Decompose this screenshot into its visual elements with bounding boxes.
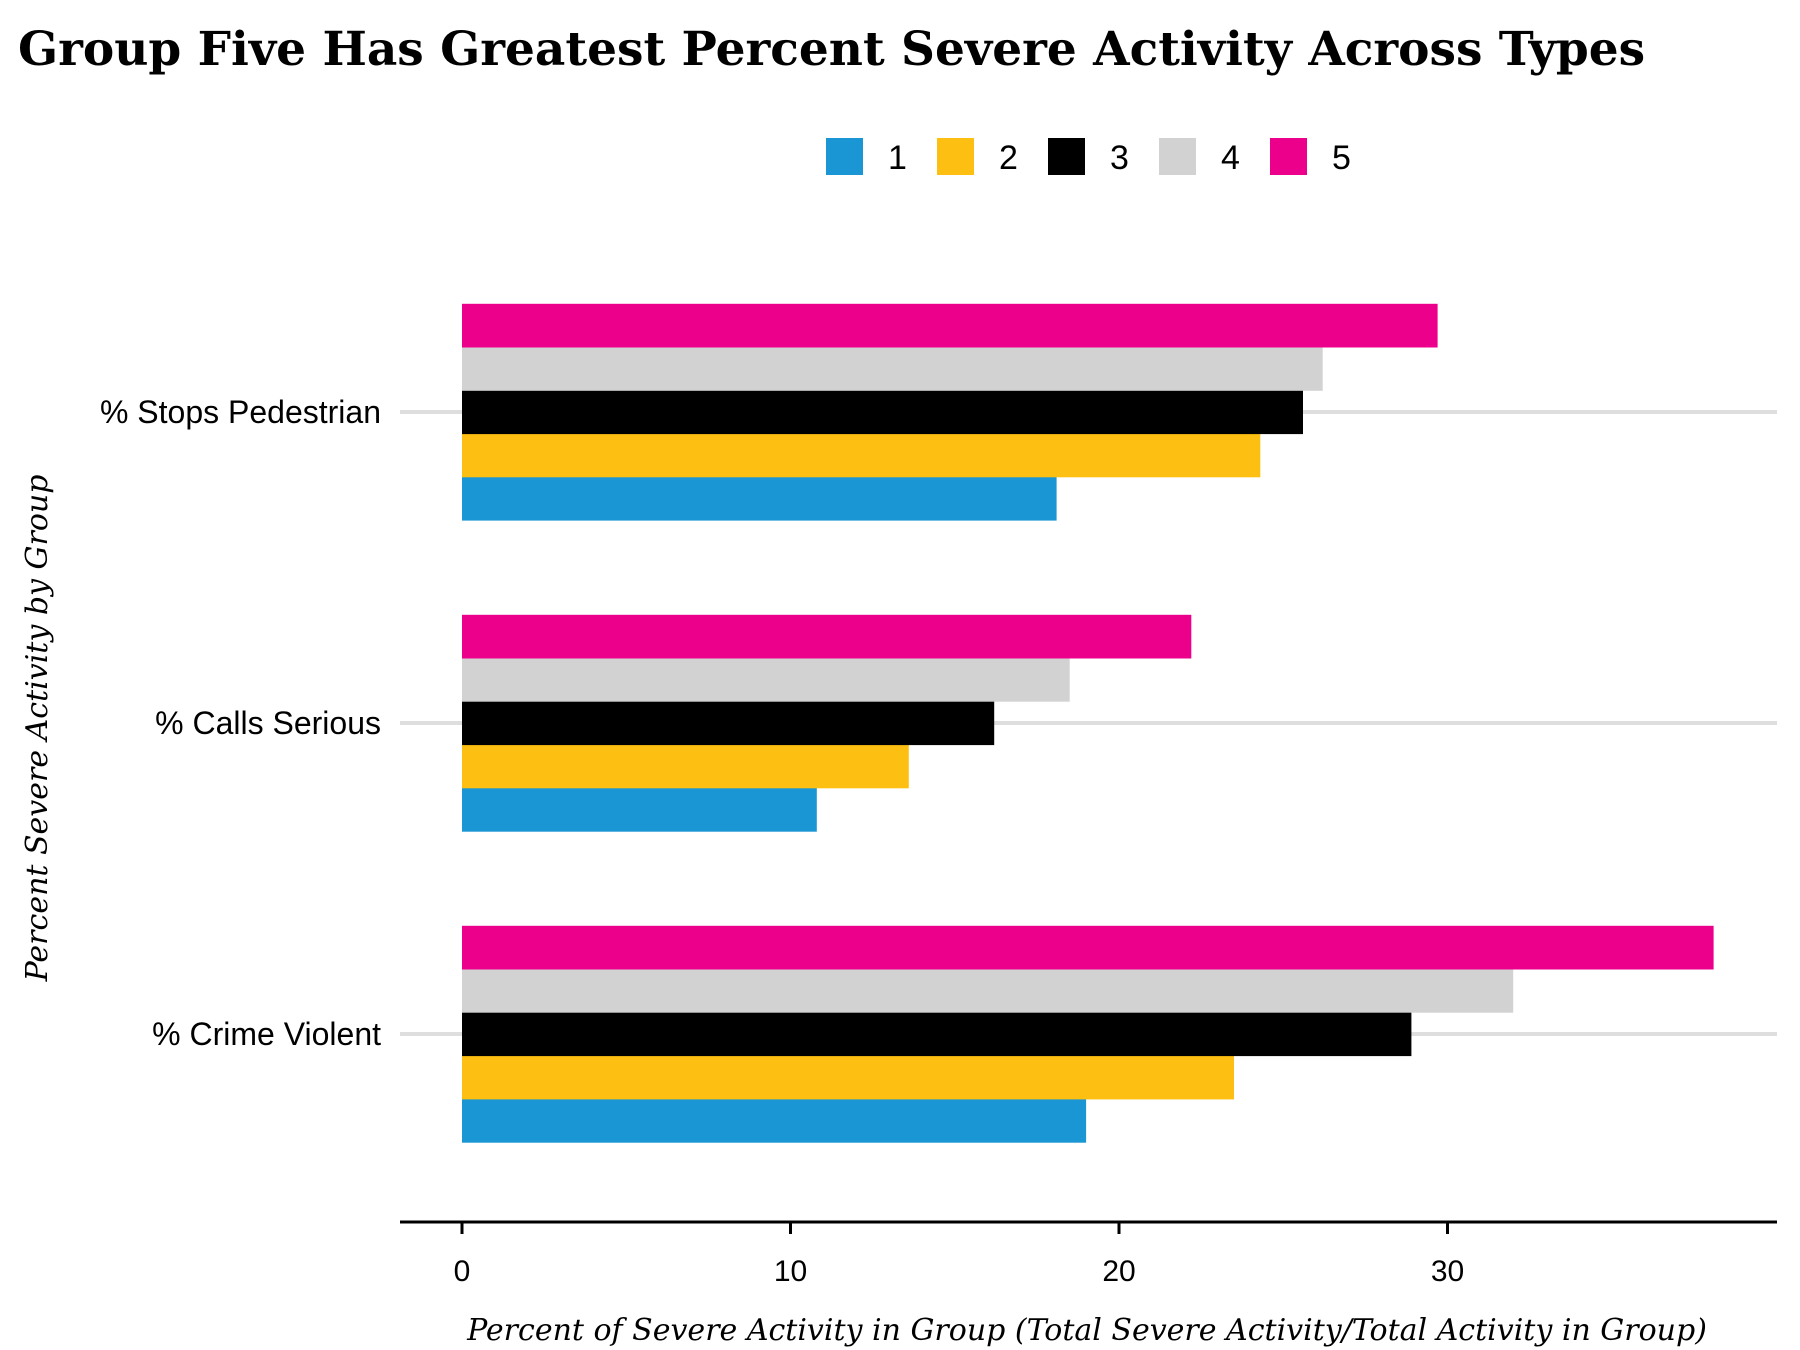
y-axis-title: Percent Severe Activity by Group bbox=[20, 475, 55, 983]
legend-label: 4 bbox=[1221, 139, 1240, 177]
legend-label: 3 bbox=[1110, 139, 1129, 177]
bar-series-1 bbox=[462, 476, 1057, 521]
y-tick-label: % Stops Pedestrian bbox=[100, 394, 381, 430]
bar-series-3 bbox=[462, 1012, 1412, 1057]
bar-series-3 bbox=[462, 701, 995, 746]
legend-swatch bbox=[1159, 138, 1196, 175]
bar-series-5 bbox=[462, 303, 1438, 348]
bar-series-2 bbox=[462, 744, 909, 789]
bar-series-1 bbox=[462, 1099, 1087, 1143]
legend-swatch bbox=[1048, 138, 1085, 175]
x-axis-title: Percent of Severe Activity in Group (Tot… bbox=[466, 1313, 1707, 1348]
bar-series-1 bbox=[462, 788, 817, 832]
bar-series-4 bbox=[462, 347, 1323, 391]
x-axis-ticks: 0 10 20 30 bbox=[454, 1222, 1464, 1288]
bar-series-3 bbox=[462, 390, 1303, 435]
legend-label: 5 bbox=[1332, 139, 1351, 177]
legend-swatch bbox=[937, 138, 974, 175]
bar-series-2 bbox=[462, 1055, 1234, 1100]
bar-series-5 bbox=[462, 925, 1714, 970]
legend-label: 1 bbox=[888, 139, 907, 177]
y-tick-label: % Calls Serious bbox=[155, 705, 381, 741]
y-tick-label: % Crime Violent bbox=[152, 1016, 381, 1052]
legend-swatch bbox=[1270, 138, 1307, 175]
legend-label: 2 bbox=[999, 139, 1018, 177]
x-tick-label: 10 bbox=[774, 1255, 807, 1288]
legend-swatch bbox=[826, 138, 863, 175]
x-tick-label: 20 bbox=[1102, 1255, 1135, 1288]
y-axis-ticks: % Stops Pedestrian % Calls Serious % Crime… bbox=[100, 394, 381, 1052]
bar-series-4 bbox=[462, 658, 1070, 702]
legend: 1 2 3 4 5 bbox=[826, 138, 1351, 177]
bars bbox=[462, 303, 1714, 1143]
bar-series-2 bbox=[462, 433, 1261, 478]
chart-title: Group Five Has Greatest Percent Severe A… bbox=[18, 22, 1645, 77]
x-tick-label: 0 bbox=[454, 1255, 471, 1288]
bar-series-5 bbox=[462, 614, 1192, 659]
bar-series-4 bbox=[462, 969, 1514, 1013]
x-tick-label: 30 bbox=[1431, 1255, 1464, 1288]
